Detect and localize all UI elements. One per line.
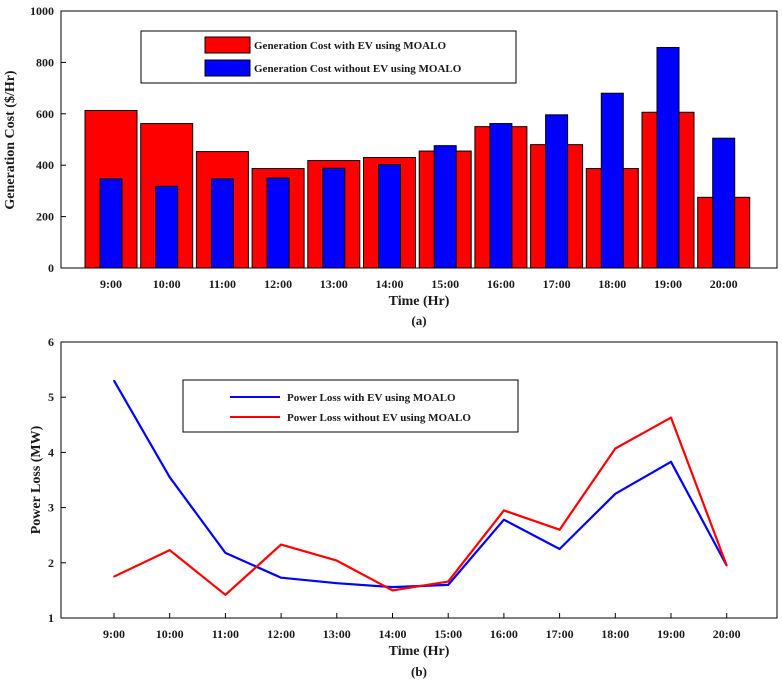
y-tick-label: 2: [48, 556, 54, 570]
x-tick-label: 14:00: [376, 277, 404, 291]
data-point-without-ev-18-00: [614, 447, 617, 450]
bar-without-ev-20-00: [712, 137, 736, 269]
bar-without-ev-10-00: [155, 185, 179, 269]
y-tick-label: 400: [36, 158, 54, 172]
x-tick-label: 20:00: [713, 627, 741, 641]
legend: Power Loss with EV using MOALO Power Los…: [182, 379, 519, 433]
x-tick-label: 16:00: [487, 277, 515, 291]
caption-b: (b): [411, 664, 427, 679]
data-point-without-ev-20-00: [725, 564, 728, 567]
x-tick-label: 12:00: [264, 277, 292, 291]
x-tick-label: 12:00: [267, 627, 295, 641]
y-tick-label: 4: [48, 445, 54, 459]
bar-without-ev-16-00: [489, 123, 513, 269]
legend-box: [182, 379, 519, 433]
data-point-without-ev-19-00: [670, 416, 672, 419]
y-tick-label: 3: [48, 501, 54, 515]
data-point-without-ev-16-00: [503, 509, 505, 512]
bar-chart-generation-cost: 0 200 400 600 800 1000 9:00 10:00 11:00 12:00 13:…: [3, 4, 778, 328]
data-point-with-ev-15-00: [447, 584, 450, 586]
data-point-without-ev-9-00: [113, 575, 115, 578]
caption-a: (a): [411, 313, 426, 328]
legend-swatch-without-ev: [204, 59, 251, 77]
data-point-with-ev-13-00: [336, 582, 338, 585]
y-tick-label: 0: [48, 261, 54, 275]
x-axis-label: Time (Hr): [389, 294, 450, 309]
legend-label-without-ev: Generation Cost without EV using MOALO: [254, 63, 462, 75]
bar-marks: [84, 46, 751, 269]
x-tick-label: 11:00: [209, 277, 236, 291]
x-tick-label: 13:00: [320, 277, 348, 291]
plot-frame: [60, 341, 778, 619]
x-tick-label: 9:00: [100, 277, 122, 291]
x-tick-label: 18:00: [598, 277, 626, 291]
x-tick-label: 11:00: [212, 627, 239, 641]
y-tick-label: 6: [48, 335, 54, 349]
data-point-without-ev-17-00: [558, 528, 561, 531]
x-tick-label: 14:00: [379, 627, 407, 641]
x-tick-label: 16:00: [490, 627, 518, 641]
legend-swatch-with-ev: [204, 36, 251, 54]
x-axis-label: Time (Hr): [389, 644, 450, 659]
y-tick-label: 1000: [30, 4, 54, 18]
data-point-with-ev-16-00: [503, 518, 505, 521]
legend: Generation Cost with EV using MOALO Gene…: [140, 30, 517, 84]
y-tick-label: 1: [48, 611, 54, 625]
data-point-with-ev-10-00: [168, 476, 171, 479]
x-tick-label: 10:00: [153, 277, 181, 291]
data-point-with-ev-19-00: [670, 460, 672, 463]
x-tick-label: 17:00: [546, 627, 574, 641]
bar-without-ev-9-00: [99, 178, 123, 269]
x-tick-label: 19:00: [654, 277, 682, 291]
legend-label-with-ev: Power Loss with EV using MOALO: [287, 392, 456, 404]
legend-label-with-ev: Generation Cost with EV using MOALO: [254, 40, 446, 52]
data-point-without-ev-12-00: [280, 543, 282, 546]
legend-box: [140, 30, 517, 84]
x-axis-ticks: 9:00 10:00 11:00 12:00 13:00 14:00 15:00 16:00 1…: [103, 613, 741, 641]
y-tick-label: 600: [36, 107, 54, 121]
data-point-with-ev-14-00: [391, 586, 394, 588]
x-tick-label: 10:00: [156, 627, 184, 641]
line-chart-power-loss: 1 2 3 4 5 6 9:00 10:00 11:00 12:00 13:00 14:00 15:0…: [29, 335, 778, 679]
y-axis-label: Power Loss (MW): [29, 425, 44, 534]
data-point-without-ev-11-00: [224, 594, 227, 596]
x-tick-label: 13:00: [323, 627, 351, 641]
data-point-without-ev-15-00: [447, 580, 450, 583]
bar-without-ev-13-00: [322, 167, 346, 269]
bar-without-ev-11-00: [210, 178, 234, 269]
legend-label-without-ev: Power Loss without EV using MOALO: [287, 412, 471, 424]
series-line-power-loss-without-ev-using-moalo: [113, 416, 728, 596]
y-axis-ticks: 0 200 400 600 800 1000: [30, 4, 66, 275]
line-marks: [113, 379, 728, 596]
data-point-with-ev-17-00: [558, 548, 561, 550]
x-tick-label: 19:00: [657, 627, 685, 641]
data-point-with-ev-12-00: [280, 576, 282, 579]
data-point-without-ev-13-00: [336, 559, 338, 562]
data-point-without-ev-10-00: [168, 549, 171, 551]
x-axis-ticks: 9:00 10:00 11:00 12:00 13:00 14:00 15:00 16:00 1…: [100, 277, 738, 291]
x-tick-label: 9:00: [103, 627, 125, 641]
data-point-with-ev-9-00: [113, 379, 115, 382]
y-axis-ticks: 1 2 3 4 5 6: [48, 335, 66, 625]
y-tick-label: 800: [36, 55, 54, 69]
x-tick-label: 20:00: [710, 277, 738, 291]
x-tick-label: 15:00: [434, 627, 462, 641]
x-tick-label: 18:00: [601, 627, 629, 641]
plot-frame: [60, 10, 778, 269]
bar-without-ev-15-00: [433, 145, 457, 269]
bar-without-ev-17-00: [545, 114, 569, 269]
x-tick-label: 15:00: [431, 277, 459, 291]
data-point-with-ev-11-00: [224, 552, 227, 554]
bar-without-ev-14-00: [378, 164, 401, 269]
bar-without-ev-19-00: [656, 46, 680, 269]
bar-without-ev-12-00: [266, 177, 290, 269]
bar-without-ev-18-00: [600, 92, 624, 269]
data-point-without-ev-14-00: [391, 589, 394, 592]
y-axis-label: Generation Cost ($/Hr): [3, 70, 18, 210]
data-point-with-ev-18-00: [614, 493, 617, 495]
x-tick-label: 17:00: [543, 277, 571, 291]
y-tick-label: 5: [48, 390, 54, 404]
y-tick-label: 200: [36, 210, 54, 224]
